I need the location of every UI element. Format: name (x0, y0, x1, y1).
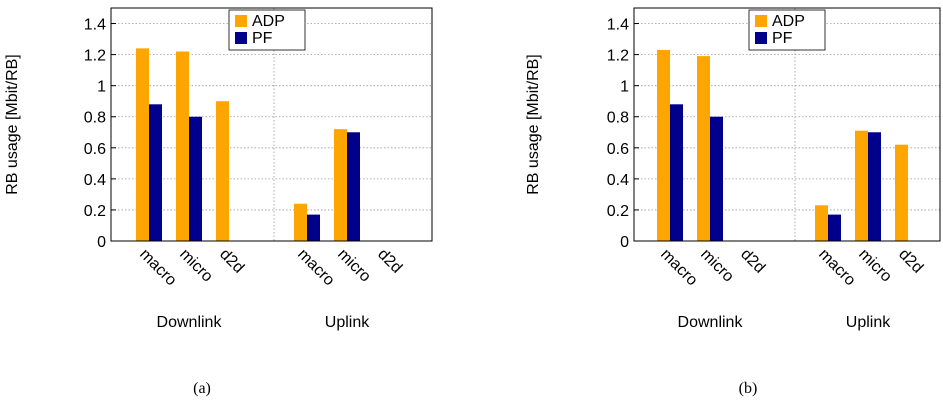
bar-adp-macro-uplink (294, 203, 307, 241)
bar-adp-d2d-uplink (895, 144, 908, 241)
bar-adp-micro-downlink (176, 51, 189, 241)
y-tick-label: 1.4 (607, 17, 629, 34)
plot-frame (110, 7, 433, 242)
bar-adp-macro-uplink (815, 205, 828, 241)
chart-b: 0 0.2 0.4 0.6 0.8 1 1.2 1.4 RB usage [Mbit/RB] ma… (525, 7, 941, 331)
legend-swatch-pf (755, 32, 767, 44)
bar-adp-macro-downlink (657, 49, 670, 241)
bar-adp-d2d-downlink (216, 101, 229, 241)
y-tick-label: 0.6 (607, 141, 629, 158)
group-label-uplink: Uplink (846, 314, 891, 331)
figure-caption-a: (a) (193, 380, 211, 397)
bar-pf-micro-uplink (868, 132, 881, 241)
bar-pf-micro-uplink (347, 132, 360, 241)
bar-pf-macro-uplink (307, 214, 320, 241)
y-tick-label: 1.2 (84, 48, 106, 65)
bar-adp-micro-uplink (855, 130, 868, 241)
bar-pf-micro-downlink (710, 116, 723, 241)
y-tick-label: 0.2 (84, 203, 106, 220)
legend-swatch-pf (235, 32, 247, 44)
bar-pf-macro-downlink (670, 104, 683, 241)
y-tick-label: 1 (97, 79, 106, 96)
y-tick-label: 0 (97, 234, 106, 251)
y-axis-label: RB usage [Mbit/RB] (525, 54, 542, 195)
bar-pf-micro-downlink (189, 116, 202, 241)
x-tick-label: micro (334, 246, 374, 286)
x-tick-label: d2d (374, 246, 405, 277)
chart-panel-b: 0 0.2 0.4 0.6 0.8 1 1.2 1.4 RB usage [Mbit/RB] ma… (500, 0, 941, 413)
x-tick-label: macro (294, 246, 338, 290)
y-tick-label: 0.4 (84, 172, 106, 189)
legend-label-pf: PF (772, 30, 793, 47)
bar-adp-micro-uplink (334, 129, 347, 241)
chart-a: 0 0.2 0.4 0.6 0.8 1 1.2 1.4 RB usage [Mbit/RB] ma… (4, 7, 433, 331)
y-tick-label: 0.4 (607, 172, 629, 189)
y-tick-label: 1.4 (84, 17, 106, 34)
plot-frame (633, 7, 941, 242)
legend-label-adp: ADP (772, 13, 805, 30)
x-tick-label: macro (136, 246, 180, 290)
group-label-downlink: Downlink (678, 314, 744, 331)
bar-adp-macro-downlink (136, 48, 149, 242)
y-tick-label: 0.8 (84, 110, 106, 127)
legend-swatch-adp (235, 15, 247, 27)
legend-swatch-adp (755, 15, 767, 27)
y-tick-label: 0.8 (607, 110, 629, 127)
y-tick-label: 1 (620, 79, 629, 96)
y-tick-label: 0 (620, 234, 629, 251)
group-label-downlink: Downlink (157, 314, 223, 331)
x-tick-label: micro (176, 246, 216, 286)
x-tick-label: macro (657, 246, 701, 290)
chart-panel-a: 0 0.2 0.4 0.6 0.8 1 1.2 1.4 RB usage [Mbit/RB] ma… (0, 0, 440, 413)
group-label-uplink: Uplink (325, 314, 370, 331)
legend-label-pf: PF (252, 30, 273, 47)
x-tick-label: d2d (737, 246, 768, 277)
x-tick-label: micro (697, 246, 737, 286)
x-tick-label: d2d (895, 246, 926, 277)
y-tick-label: 1.2 (607, 48, 629, 65)
y-axis-label: RB usage [Mbit/RB] (4, 54, 21, 195)
x-tick-label: macro (815, 246, 859, 290)
bar-adp-micro-downlink (697, 56, 710, 241)
bar-pf-macro-downlink (149, 104, 162, 241)
bar-pf-macro-uplink (828, 214, 841, 241)
y-tick-label: 0.2 (607, 203, 629, 220)
y-tick-label: 0.6 (84, 141, 106, 158)
figure-caption-b: (b) (738, 380, 758, 397)
legend-label-adp: ADP (252, 13, 285, 30)
x-tick-label: d2d (216, 246, 247, 277)
x-tick-label: micro (855, 246, 895, 286)
